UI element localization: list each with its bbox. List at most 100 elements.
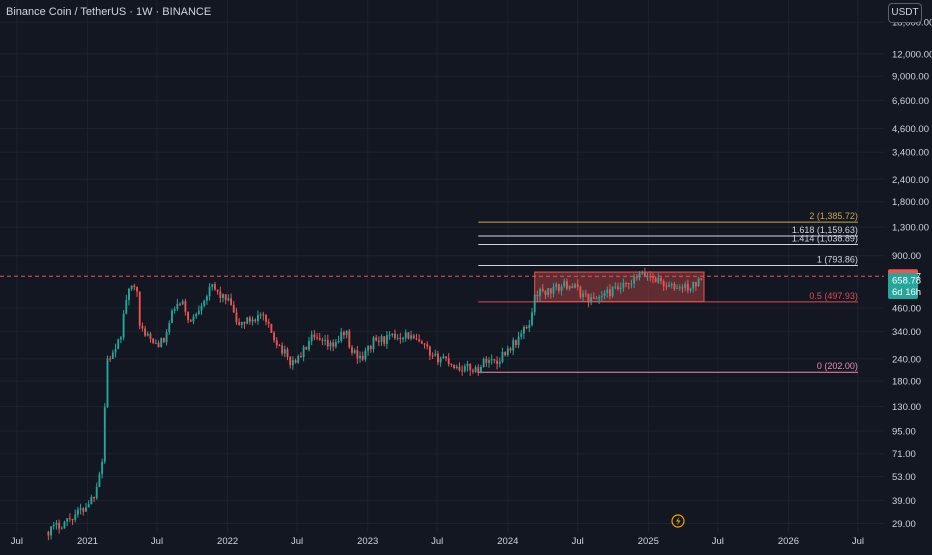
candle-body	[246, 317, 249, 324]
candle-body	[681, 287, 684, 289]
x-tick-label: Jul	[712, 536, 724, 547]
candle-body	[372, 337, 375, 350]
candle-body	[520, 333, 523, 337]
candle-body	[651, 276, 654, 279]
candle-body	[52, 524, 55, 527]
candle-body	[501, 352, 504, 362]
y-tick-label: 180.00	[892, 377, 921, 388]
candle-body	[418, 339, 421, 342]
candle-body	[415, 338, 418, 340]
candle-body	[235, 312, 238, 323]
candle-body	[668, 284, 670, 287]
candle-body	[496, 360, 499, 364]
candle-body	[299, 356, 302, 358]
fib-label: 0 (202.00)	[817, 361, 858, 371]
x-tick-label: Jul	[151, 536, 163, 547]
candle-body	[265, 315, 267, 322]
candle-body	[254, 319, 257, 321]
candle-body	[512, 340, 515, 351]
candle-body	[238, 322, 241, 325]
symbol-title: Binance Coin / TetherUS · 1W · BINANCE	[6, 6, 212, 18]
candle-body	[493, 359, 496, 361]
candle-body	[453, 364, 456, 368]
candle-body	[525, 326, 528, 329]
candle-body	[579, 286, 582, 298]
candle-body	[356, 350, 359, 359]
candle-body	[152, 338, 155, 343]
x-tick-label: 2023	[357, 536, 378, 547]
candle-body	[133, 285, 136, 288]
candle-body	[305, 346, 308, 350]
candle-body	[361, 355, 364, 360]
candle-body	[47, 532, 50, 536]
flash-icon[interactable]	[671, 514, 685, 528]
candle-body	[619, 287, 622, 290]
candle-body	[402, 338, 404, 340]
candle-body	[351, 347, 353, 353]
x-tick-label: Jul	[852, 536, 864, 547]
candle-body	[469, 363, 472, 371]
candle-body	[504, 352, 507, 356]
candles	[47, 267, 703, 541]
candle-body	[367, 346, 370, 351]
x-tick-label: Jul	[431, 536, 443, 547]
candle-body	[509, 348, 512, 351]
candle-body	[434, 353, 437, 356]
candle-body	[471, 370, 474, 372]
candle-body	[179, 303, 181, 305]
candle-body	[149, 333, 152, 339]
candle-body	[544, 290, 547, 295]
candle-body	[222, 294, 224, 298]
candle-body	[385, 335, 388, 344]
candle-body	[138, 291, 141, 326]
candle-body	[359, 355, 361, 359]
candle-body	[162, 337, 165, 343]
candle-body	[313, 334, 316, 338]
flash-icon-bolt	[676, 516, 681, 526]
candle-body	[297, 356, 300, 363]
candle-body	[490, 359, 493, 361]
candle-body	[455, 366, 458, 368]
candle-body	[227, 298, 230, 301]
candle-body	[318, 337, 321, 340]
candle-body	[334, 342, 337, 347]
candle-body	[595, 298, 598, 300]
candle-body	[90, 496, 93, 505]
candle-body	[394, 333, 396, 339]
candle-body	[391, 333, 394, 336]
candle-body	[329, 342, 332, 347]
candle-body	[109, 358, 112, 360]
candle-body	[582, 293, 585, 298]
candle-body	[273, 332, 276, 341]
candle-body	[646, 276, 649, 278]
zone-layer	[534, 271, 705, 303]
candle-body	[541, 288, 544, 291]
candle-body	[563, 281, 566, 287]
candle-body	[87, 504, 90, 508]
consolidation-zone	[534, 271, 705, 303]
candle-body	[187, 311, 190, 321]
candle-body	[85, 507, 87, 512]
candle-body	[173, 308, 176, 311]
candle-body	[122, 313, 125, 338]
currency-button[interactable]: USDT	[888, 3, 922, 23]
candle-body	[678, 287, 681, 289]
candle-body	[506, 348, 509, 356]
candle-body	[243, 321, 246, 324]
candle-body	[396, 337, 399, 339]
candle-body	[598, 297, 601, 299]
candle-body	[480, 366, 482, 373]
candle-body	[257, 314, 259, 321]
candle-body	[68, 518, 71, 520]
candle-body	[399, 337, 402, 340]
candle-body	[633, 277, 636, 284]
candle-body	[463, 366, 466, 372]
candle-body	[377, 340, 380, 342]
candle-body	[184, 301, 187, 312]
candle-body	[195, 313, 198, 317]
candle-body	[337, 341, 340, 343]
candle-body	[141, 325, 144, 329]
candle-body	[289, 356, 292, 366]
